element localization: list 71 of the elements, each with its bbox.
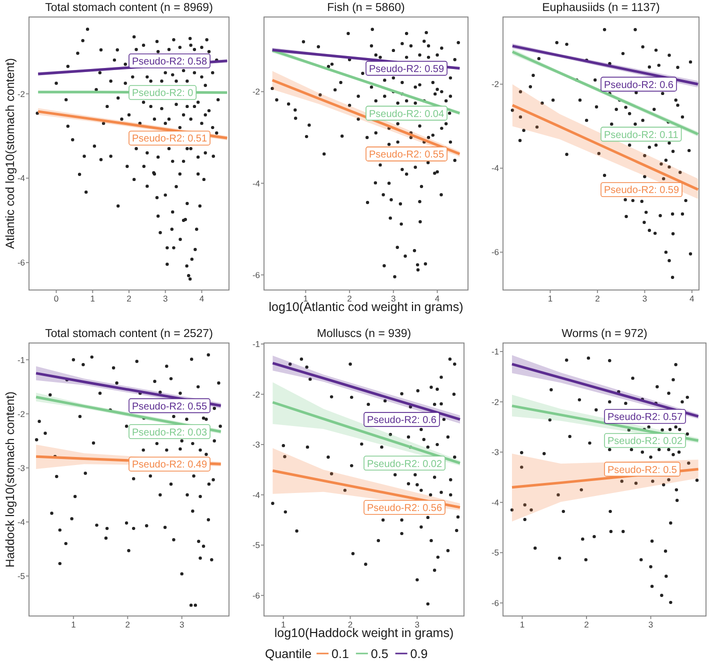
x-tick-label: 2	[584, 620, 590, 630]
annotation: Pseudo-R2: 0.49	[132, 460, 208, 471]
x-tick-label: 1	[71, 620, 76, 630]
annotation: Pseudo-R2: 0.51	[132, 134, 208, 145]
annotation: Pseudo-R2: 0.59	[369, 64, 444, 75]
y-tick-label: -2	[491, 396, 500, 407]
x-tick-label: 3	[179, 620, 184, 630]
y-tick-label: -5	[17, 570, 26, 581]
chart-title: Fish (n = 5860)	[327, 2, 405, 14]
y-tick-label: -2	[17, 408, 26, 419]
x-tick-label: 2	[126, 294, 132, 304]
y-tick-label: -3	[491, 447, 500, 458]
legend-title: Quantile	[265, 647, 312, 661]
x-tick-label: 4	[199, 294, 204, 304]
x-tick-label: 1	[548, 294, 553, 304]
y-tick-label: -1	[491, 346, 500, 357]
y-tick-label: -6	[252, 270, 260, 280]
y-tick-label: -5	[252, 540, 260, 550]
y-tick-label: -2	[491, 79, 500, 90]
y-tick-label: -4	[252, 178, 260, 188]
legend-label: 0.1	[332, 647, 349, 661]
annotation: Pseudo-R2: 0.57	[608, 412, 683, 424]
legend-label: 0.5	[370, 647, 388, 661]
y-tick-label: -2	[252, 86, 260, 97]
annotation: Pseudo-R2: 0.03	[132, 427, 208, 438]
chart-title: Euphausiids (n = 1137)	[542, 2, 660, 14]
chart-title: Total stomach content (n = 2527)	[45, 328, 214, 340]
y-axis-title: Haddock log10(stomach content)	[3, 391, 17, 568]
y-tick-label: -4	[252, 490, 260, 500]
annotation: Pseudo-R2: 0.04	[369, 108, 444, 120]
y-tick-label: -2	[252, 389, 260, 400]
x-tick-label: 2	[125, 620, 130, 630]
chart-title: Worms (n = 972)	[562, 328, 648, 340]
annotation: Pseudo-R2: 0.56	[367, 503, 442, 514]
annotation: Pseudo-R2: 0.6	[367, 415, 437, 426]
y-tick-label: -4	[491, 163, 500, 174]
x-tick-label: 1	[520, 620, 525, 630]
y-tick-label: -6	[252, 590, 260, 600]
y-tick-label: -1	[17, 354, 26, 365]
annotation: Pseudo-R2: 0.5	[608, 464, 678, 476]
annotation: Pseudo-R2: 0.58	[132, 56, 208, 68]
x-tick-label: 1	[90, 294, 96, 304]
y-tick-label: -3	[17, 462, 26, 473]
x-tick-label: 3	[162, 294, 168, 304]
x-tick-label: 0	[54, 294, 59, 304]
x-tick-label: 3	[648, 620, 654, 630]
annotation: Pseudo-R2: 0	[132, 88, 194, 100]
annotation: Pseudo-R2: 0.11	[604, 130, 679, 141]
annotation: Pseudo-R2: 0.6	[604, 80, 674, 91]
chart-title: Molluscs (n = 939)	[316, 328, 412, 340]
y-axis-title: Atlantic cod log10(stomach content)	[3, 58, 17, 249]
chart-title: Total stomach content (n = 8969)	[45, 2, 214, 14]
y-tick-label: -6	[491, 598, 500, 608]
y-tick-label: -6	[491, 247, 500, 258]
y-tick-label: -6	[17, 258, 26, 268]
y-tick-label: -2	[17, 88, 26, 99]
y-tick-label: -4	[491, 497, 500, 508]
y-tick-label: -3	[252, 440, 260, 450]
annotation: Pseudo-R2: 0.02	[367, 458, 442, 470]
annotation: Pseudo-R2: 0.55	[369, 150, 444, 161]
y-tick-label: -4	[17, 516, 26, 527]
annotation: Pseudo-R2: 0.02	[608, 436, 683, 448]
annotation: Pseudo-R2: 0.55	[132, 401, 208, 412]
y-tick-label: -4	[17, 173, 26, 184]
x-tick-label: 3	[642, 294, 648, 304]
x-tick-label: 4	[690, 294, 695, 304]
legend-label: 0.9	[410, 647, 428, 661]
annotation: Pseudo-R2: 0.59	[604, 185, 680, 196]
y-tick-label: -5	[491, 548, 500, 558]
y-tick-label: -1	[252, 339, 260, 350]
x-tick-label: 2	[595, 294, 600, 304]
